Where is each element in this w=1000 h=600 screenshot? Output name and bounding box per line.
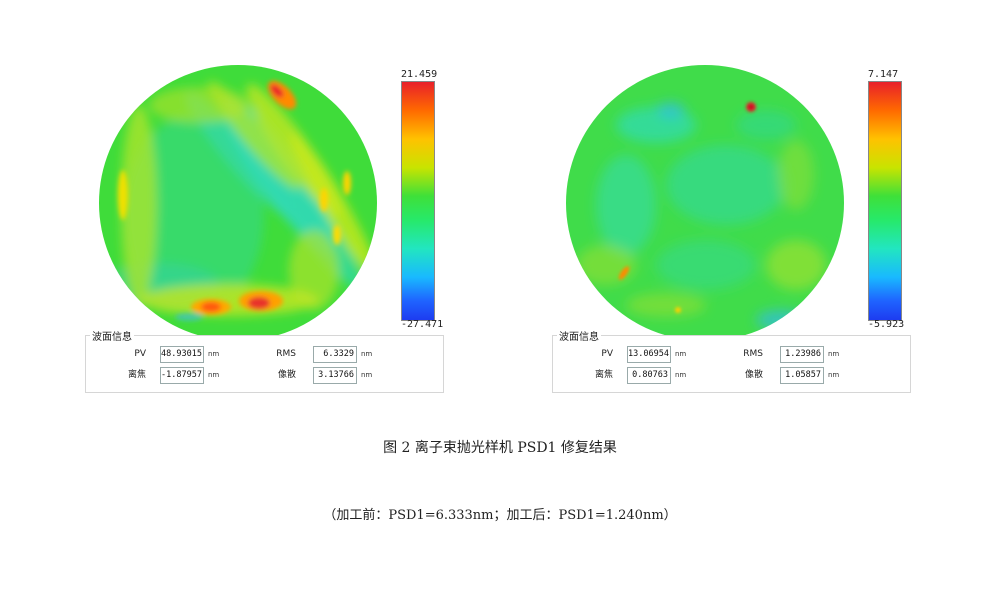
defocus-value-field[interactable]: 0.80763 — [627, 367, 671, 384]
figure-subcaption: （加工前：PSD1=6.333nm；加工后：PSD1=1.240nm） — [323, 508, 677, 523]
rms-value-field[interactable]: 1.23986 — [780, 346, 824, 363]
astigmatism-value-field[interactable]: 1.05857 — [780, 367, 824, 384]
colorbar-min-label: -5.923 — [868, 319, 905, 330]
astigmatism-value-field[interactable]: 3.13766 — [313, 367, 357, 384]
pv-label: PV — [134, 349, 146, 359]
rms-unit: nm — [361, 350, 373, 358]
astigmatism-label: 像散 — [744, 370, 763, 380]
colorbar-min-label: -27.471 — [401, 319, 444, 330]
colorbar-max-label: 21.459 — [401, 69, 438, 80]
info-row: 离焦 -1.87957 nm 像散 3.13766 nm — [86, 366, 443, 384]
figure-caption: 图 2 离子束抛光样机 PSD1 修复结果 — [383, 440, 617, 456]
wavefront-map-after — [566, 65, 844, 341]
colorbar-before — [401, 81, 435, 321]
colorbar-max-label: 7.147 — [868, 69, 899, 80]
astigmatism-unit: nm — [828, 371, 840, 379]
wavefront-panel-after: 7.147 -5.923 波面信息 PV 13.06954 nm RMS 1.2… — [552, 55, 911, 395]
defocus-label: 离焦 — [594, 370, 613, 380]
defocus-value-field[interactable]: -1.87957 — [160, 367, 204, 384]
pv-label: PV — [601, 349, 613, 359]
info-box-title: 波面信息 — [557, 328, 601, 343]
pv-unit: nm — [208, 350, 220, 358]
wavefront-map-after-image — [566, 65, 844, 341]
defocus-unit: nm — [675, 371, 687, 379]
wavefront-map-before-image — [99, 65, 377, 341]
info-box-title: 波面信息 — [90, 328, 134, 343]
rms-label: RMS — [743, 349, 763, 359]
rms-unit: nm — [828, 350, 840, 358]
defocus-label: 离焦 — [127, 370, 146, 380]
pv-value-field[interactable]: 13.06954 — [627, 346, 671, 363]
wavefront-info-box: 波面信息 PV 48.93015 nm RMS 6.3329 nm 离焦 -1.… — [85, 328, 444, 393]
info-row: 离焦 0.80763 nm 像散 1.05857 nm — [553, 366, 910, 384]
colorbar-after — [868, 81, 902, 321]
info-row: PV 13.06954 nm RMS 1.23986 nm — [553, 345, 910, 363]
pv-value-field[interactable]: 48.93015 — [160, 346, 204, 363]
defocus-unit: nm — [208, 371, 220, 379]
rms-value-field[interactable]: 6.3329 — [313, 346, 357, 363]
info-row: PV 48.93015 nm RMS 6.3329 nm — [86, 345, 443, 363]
wavefront-map-before — [99, 65, 377, 341]
wavefront-panel-before: 21.459 -27.471 波面信息 PV 48.93015 nm RMS 6… — [85, 55, 444, 395]
wavefront-info-box: 波面信息 PV 13.06954 nm RMS 1.23986 nm 离焦 0.… — [552, 328, 911, 393]
astigmatism-unit: nm — [361, 371, 373, 379]
rms-label: RMS — [276, 349, 296, 359]
pv-unit: nm — [675, 350, 687, 358]
astigmatism-label: 像散 — [277, 370, 296, 380]
